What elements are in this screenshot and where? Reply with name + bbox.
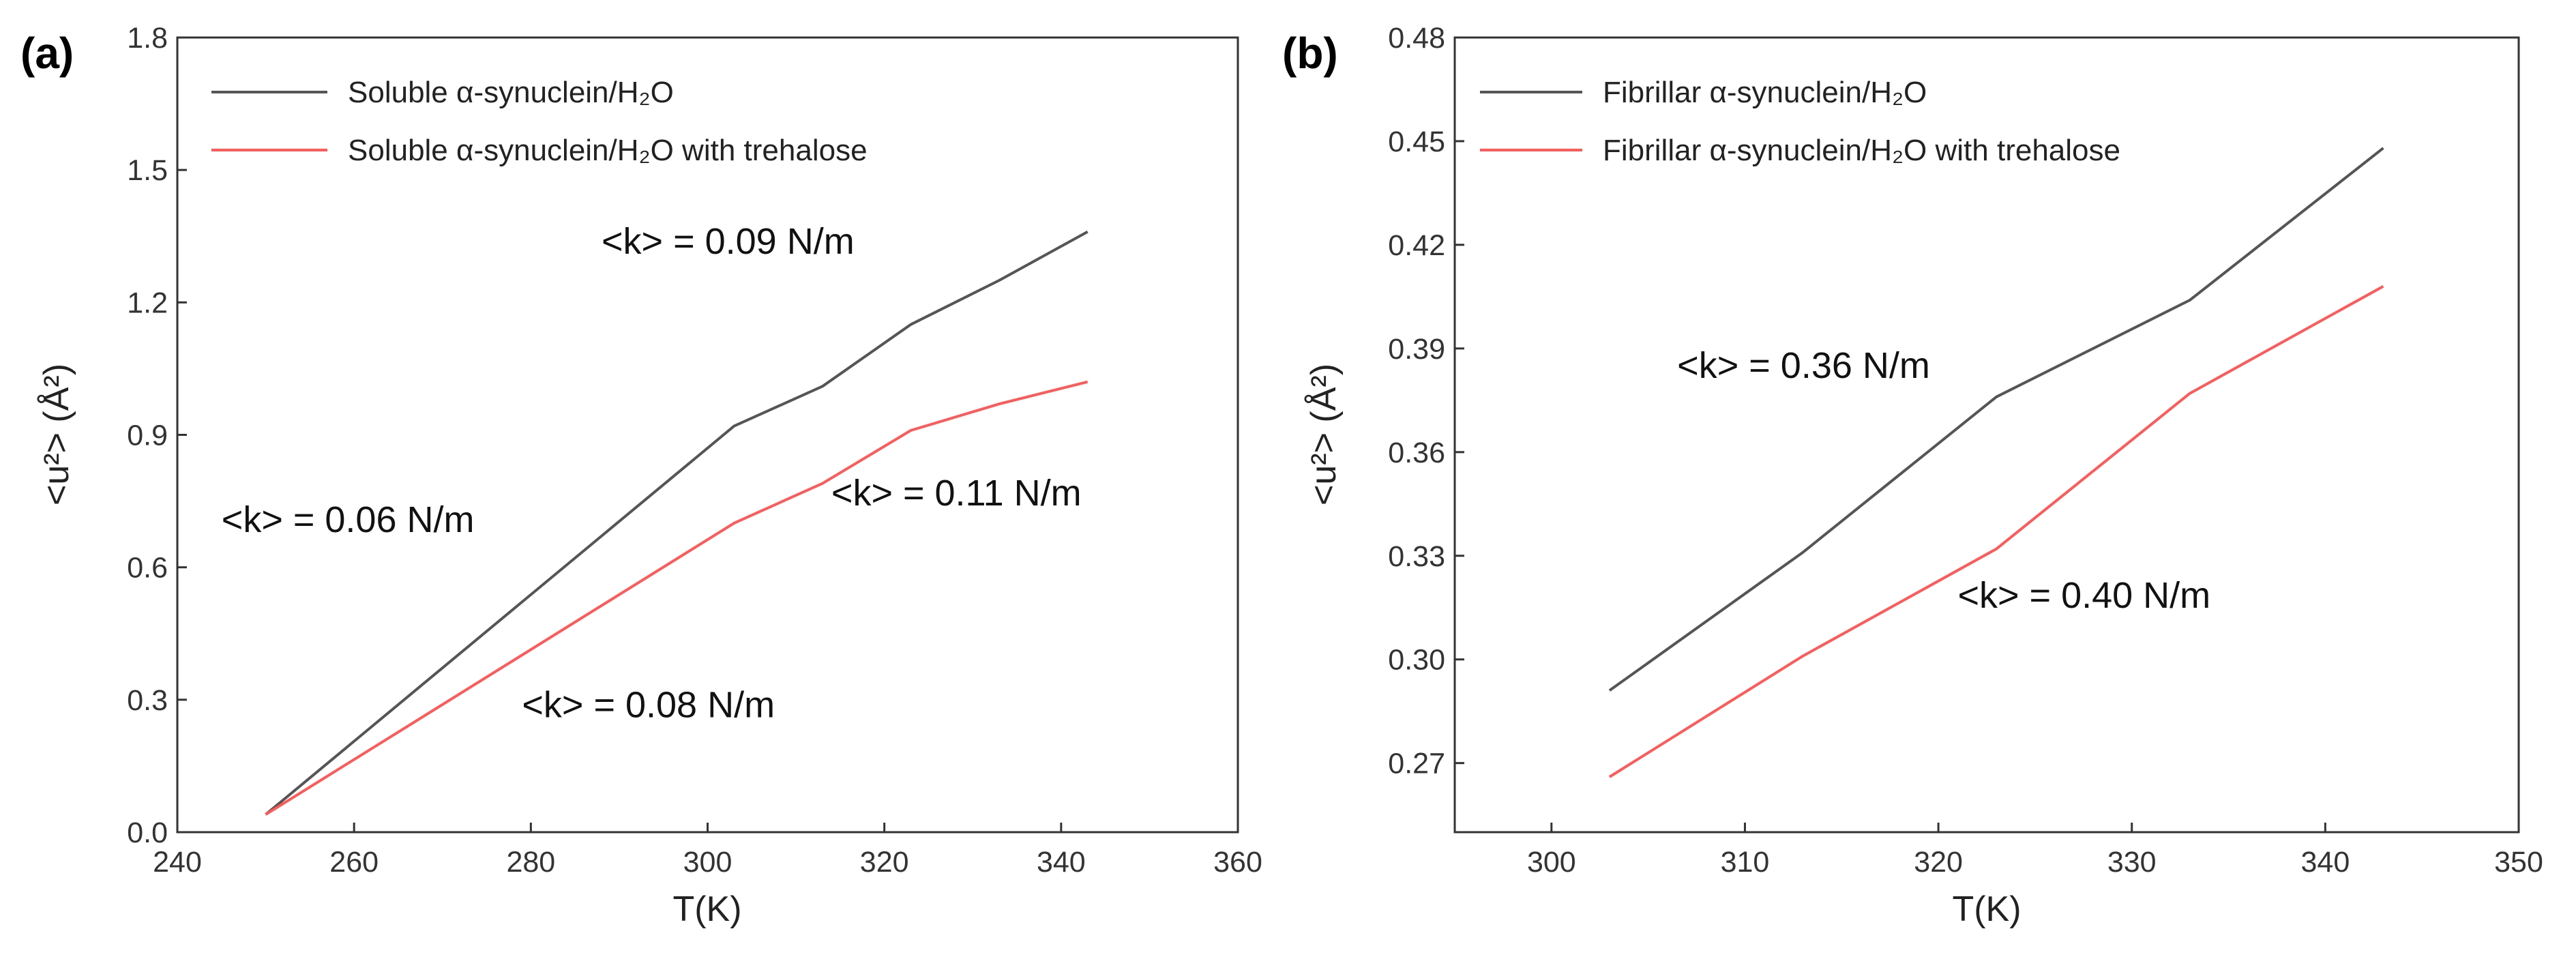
y-tick-label: 0.0 xyxy=(127,816,168,849)
x-tick-label: 280 xyxy=(506,846,555,879)
x-tick-label: 350 xyxy=(2494,846,2543,879)
y-tick-label: 0.48 xyxy=(1388,22,1445,55)
panel-a: (a) 0.0 0.3 0.6 0.9 1.2 1.5 1.8 240 260 280 300 32… xyxy=(20,22,1262,929)
panel-b-y-axis-label: <u²> (Å²) xyxy=(1304,364,1344,505)
y-tick-label: 0.39 xyxy=(1388,333,1445,366)
y-tick-label: 0.45 xyxy=(1388,126,1445,158)
series-line-2 xyxy=(265,380,1089,816)
legend-label-2: Fibrillar α-synuclein/H₂O with trehalose xyxy=(1603,134,2120,167)
panel-b-legend: Fibrillar α-synuclein/H₂O Fibrillar α-syn… xyxy=(1480,76,2120,167)
y-tick-label: 0.9 xyxy=(127,419,168,452)
panel-a-y-ticks: 0.0 0.3 0.6 0.9 1.2 1.5 1.8 xyxy=(127,22,187,849)
panel-a-x-ticks: 240 260 280 300 320 340 360 xyxy=(153,823,1262,879)
y-tick-label: 1.5 xyxy=(127,154,168,187)
stiffness-annotation: <k> = 0.09 N/m xyxy=(602,221,855,262)
y-tick-label: 0.27 xyxy=(1388,748,1445,780)
stiffness-annotation: <k> = 0.36 N/m xyxy=(1677,345,1930,386)
x-tick-label: 310 xyxy=(1721,846,1770,879)
panel-b-series xyxy=(1608,147,2384,778)
y-tick-label: 0.42 xyxy=(1388,229,1445,262)
y-tick-label: 0.33 xyxy=(1388,540,1445,573)
y-tick-label: 0.6 xyxy=(127,552,168,585)
y-tick-label: 0.30 xyxy=(1388,644,1445,677)
x-tick-label: 340 xyxy=(1037,846,1086,879)
panel-b: (b) 0.27 0.30 0.33 0.36 0.39 0.42 0.45 0.48 300… xyxy=(1282,22,2543,929)
series-line-1 xyxy=(1608,147,2384,692)
x-tick-label: 330 xyxy=(2107,846,2157,879)
series-line-1 xyxy=(265,231,1089,816)
stiffness-annotation: <k> = 0.11 N/m xyxy=(831,473,1082,514)
panel-b-y-ticks: 0.27 0.30 0.33 0.36 0.39 0.42 0.45 0.48 xyxy=(1388,22,1464,780)
panel-a-label: (a) xyxy=(20,29,74,78)
x-tick-label: 260 xyxy=(329,846,379,879)
series-line-2 xyxy=(1608,284,2384,778)
x-tick-label: 300 xyxy=(1527,846,1576,879)
y-tick-label: 1.8 xyxy=(127,22,168,55)
panel-a-legend: Soluble α-synuclein/H₂O Soluble α-synucle… xyxy=(211,76,868,167)
legend-label-1: Soluble α-synuclein/H₂O xyxy=(348,76,674,109)
panel-b-frame xyxy=(1453,36,2520,834)
panel-a-y-axis-label: <u²> (Å²) xyxy=(37,364,76,505)
panel-a-series xyxy=(265,231,1089,816)
panel-a-annotations: <k> = 0.09 N/m <k> = 0.06 N/m <k> = 0.11 N… xyxy=(222,221,1082,726)
y-tick-label: 0.3 xyxy=(127,684,168,717)
x-tick-label: 320 xyxy=(860,846,909,879)
panel-b-annotations: <k> = 0.36 N/m <k> = 0.40 N/m xyxy=(1677,345,2210,616)
panel-a-x-axis-label: T(K) xyxy=(672,889,741,929)
x-tick-label: 320 xyxy=(1914,846,1963,879)
x-tick-label: 240 xyxy=(153,846,202,879)
x-tick-label: 340 xyxy=(2300,846,2350,879)
stiffness-annotation: <k> = 0.06 N/m xyxy=(222,499,475,540)
x-tick-label: 360 xyxy=(1213,846,1262,879)
panel-b-x-ticks: 300 310 320 330 340 350 xyxy=(1527,823,2543,879)
panel-b-x-axis-label: T(K) xyxy=(1952,889,2021,929)
y-tick-label: 0.36 xyxy=(1388,437,1445,469)
legend-label-1: Fibrillar α-synuclein/H₂O xyxy=(1603,76,1927,109)
x-tick-label: 300 xyxy=(683,846,732,879)
stiffness-annotation: <k> = 0.08 N/m xyxy=(522,685,775,726)
y-tick-label: 1.2 xyxy=(127,286,168,319)
panel-b-label: (b) xyxy=(1282,29,1338,78)
stiffness-annotation: <k> = 0.40 N/m xyxy=(1957,575,2210,616)
legend-label-2: Soluble α-synuclein/H₂O with trehalose xyxy=(348,134,868,167)
